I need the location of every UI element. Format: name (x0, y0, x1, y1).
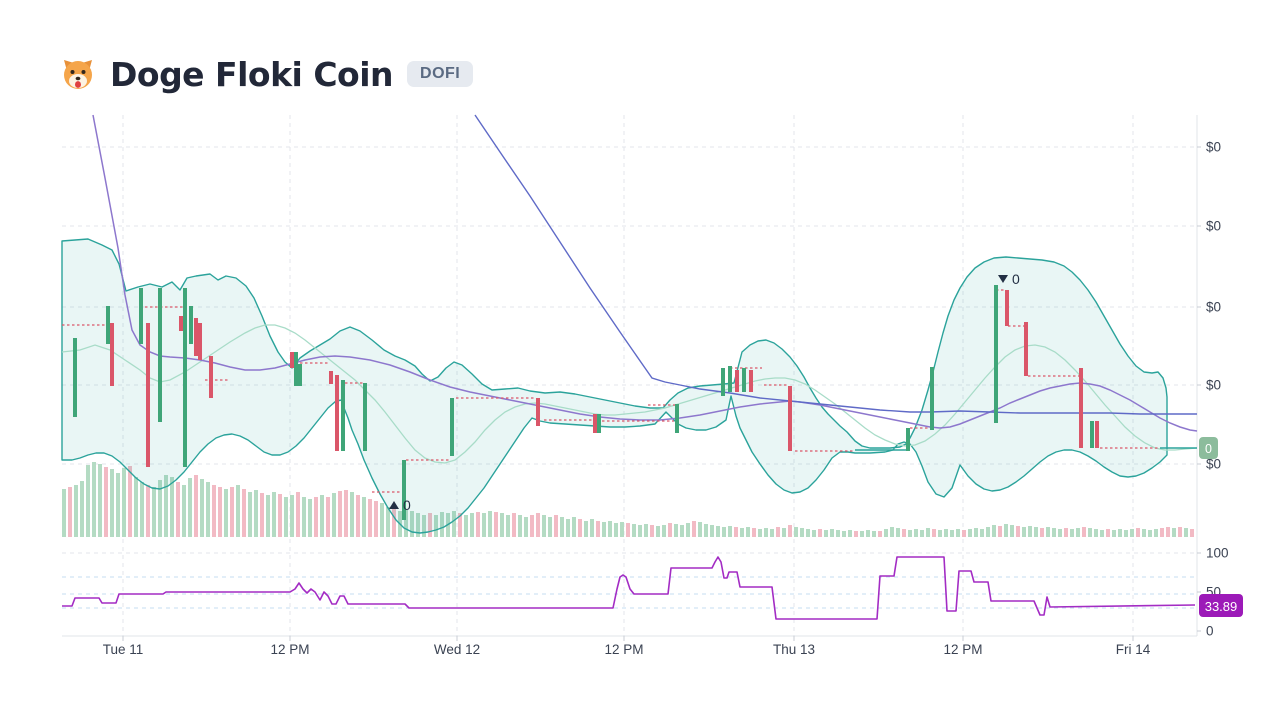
svg-text:12 PM: 12 PM (270, 642, 309, 657)
svg-text:Wed 12: Wed 12 (434, 642, 480, 657)
svg-text:0: 0 (1205, 442, 1212, 456)
price-badge: 0 (1199, 437, 1218, 459)
svg-text:Thu 13: Thu 13 (773, 642, 815, 657)
rsi-badge: 33.89 (1199, 594, 1243, 617)
svg-text:Tue 11: Tue 11 (103, 642, 144, 657)
svg-text:12 PM: 12 PM (943, 642, 982, 657)
flat-price-dashes (62, 289, 1158, 493)
rsi-panel (62, 556, 1197, 620)
svg-text:$0: $0 (1206, 140, 1221, 155)
symbol-badge: DOFI (407, 61, 474, 87)
svg-text:0: 0 (1012, 271, 1020, 287)
buy-marker: 0 (389, 497, 411, 513)
price-line-segments (855, 447, 1197, 451)
svg-text:Fri 14: Fri 14 (1116, 642, 1151, 657)
volume-bars (62, 462, 1194, 537)
svg-text:12 PM: 12 PM (604, 642, 643, 657)
svg-text:$0: $0 (1206, 219, 1221, 234)
price-axis-labels: $0 $0 $0 $0 $0 (1197, 140, 1221, 472)
rsi-line (62, 556, 1196, 620)
x-axis-labels: Tue 11 12 PM Wed 12 12 PM Thu 13 12 PM Fri 14 (103, 636, 1151, 657)
bollinger-band (61, 238, 1168, 534)
svg-text:$0: $0 (1206, 457, 1221, 472)
page-header: Doge Floki Coin DOFI (60, 54, 474, 94)
svg-text:$0: $0 (1206, 378, 1221, 393)
candles (73, 285, 1099, 520)
svg-text:0: 0 (1206, 624, 1214, 639)
ma-line-blue (474, 114, 1197, 415)
ma-line-violet (92, 114, 1198, 432)
svg-text:33.89: 33.89 (1205, 599, 1238, 614)
svg-text:0: 0 (403, 497, 411, 513)
svg-text:100: 100 (1206, 546, 1229, 561)
page-title: Doge Floki Coin (110, 54, 394, 94)
sell-marker: 0 (998, 271, 1020, 287)
ma-line-mid (61, 324, 1198, 464)
dog-face-icon (64, 60, 92, 89)
svg-text:$0: $0 (1206, 300, 1221, 315)
